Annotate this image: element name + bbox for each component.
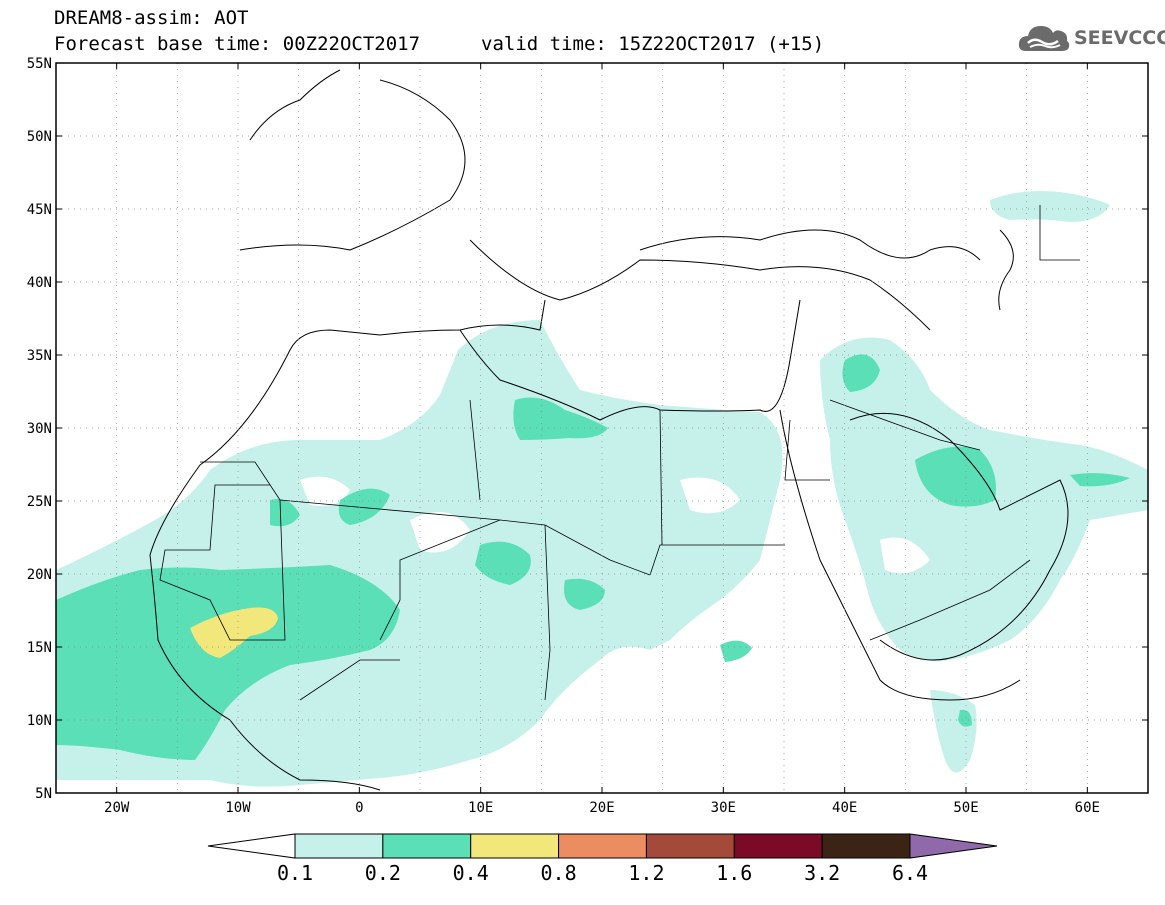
lat-tick-label: 40N — [27, 275, 52, 291]
colorbar-bin — [470, 833, 560, 859]
colorbar-bin — [294, 833, 384, 859]
colorbar-bin — [821, 833, 911, 859]
lon-tick-label: 10W — [225, 800, 251, 816]
base-time-label: Forecast base time: 00Z22OCT2017 — [54, 33, 421, 55]
lon-tick-label: 20W — [104, 800, 130, 816]
colorbar: 0.1 0.2 0.4 0.8 1.2 1.6 3.2 6.4 — [207, 833, 998, 885]
country-borders — [159, 205, 1080, 701]
valid-time-label: valid time: 15Z22OCT2017 (+15) — [481, 33, 825, 55]
lat-axis: 55N 50N 45N 40N 35N 30N 25N 20N 15N 10N 5N — [27, 56, 1148, 802]
cloud-icon — [1018, 26, 1070, 51]
colorbar-label: 1.6 — [716, 861, 752, 885]
lat-tick-label: 35N — [27, 348, 52, 364]
lat-tick-label: 5N — [35, 786, 52, 802]
lon-tick-label: 40E — [832, 800, 857, 816]
aot-band-0.4-0.8 — [190, 607, 278, 658]
colorbar-label: 3.2 — [804, 861, 840, 885]
colorbar-label: 0.8 — [541, 861, 577, 885]
map-title: DREAM8-assim: AOT — [54, 7, 249, 29]
lon-tick-label: 10E — [468, 800, 493, 816]
lon-tick-label: 20E — [589, 800, 614, 816]
aot-band-0.2-0.4 — [56, 354, 1130, 760]
seevccc-logo: SEEVCCC — [1018, 20, 1165, 56]
colorbar-bin — [558, 833, 647, 859]
colorbar-max-triangle — [909, 833, 998, 859]
coastlines — [149, 69, 1069, 791]
colorbar-min-triangle — [207, 833, 296, 859]
lon-tick-label: 0 — [355, 800, 363, 816]
lat-tick-label: 55N — [27, 56, 52, 72]
colorbar-label: 6.4 — [892, 861, 928, 885]
lon-tick-label: 30E — [711, 800, 736, 816]
lat-tick-label: 45N — [27, 202, 52, 218]
colorbar-label: 0.4 — [453, 861, 489, 885]
lat-tick-label: 20N — [27, 567, 52, 583]
aot-field — [56, 69, 1148, 791]
map-grid — [56, 63, 1148, 793]
lon-tick-label: 60E — [1075, 800, 1100, 816]
lat-tick-label: 10N — [27, 713, 52, 729]
lat-tick-label: 25N — [27, 494, 52, 510]
colorbar-label: 1.2 — [628, 861, 664, 885]
colorbar-label: 0.2 — [365, 861, 401, 885]
colorbar-bin — [382, 833, 472, 859]
colorbar-bin — [733, 833, 823, 859]
lat-tick-label: 30N — [27, 421, 52, 437]
lon-tick-label: 50E — [953, 800, 978, 816]
lat-tick-label: 50N — [27, 129, 52, 145]
colorbar-label: 0.1 — [277, 861, 313, 885]
lat-tick-label: 15N — [27, 640, 52, 656]
lon-axis: 20W 10W 0 10E 20E 30E 40E 50E 60E — [104, 63, 1100, 816]
colorbar-bin — [645, 833, 735, 859]
logo-text: SEEVCCC — [1074, 27, 1165, 49]
